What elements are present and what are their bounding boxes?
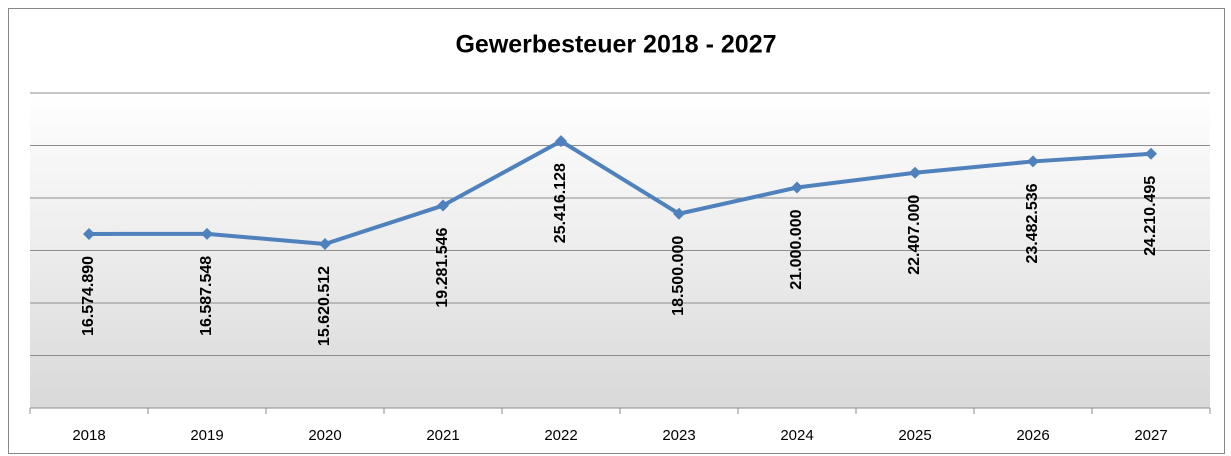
data-label: 22.407.000: [906, 195, 923, 275]
data-label: 19.281.546: [434, 227, 451, 307]
x-tick-label: 2025: [898, 427, 931, 444]
data-point: [201, 227, 213, 240]
data-point: [673, 207, 685, 220]
data-point: [555, 135, 567, 148]
data-point: [1027, 155, 1039, 168]
data-point: [1145, 147, 1157, 160]
data-label: 25.416.128: [552, 163, 569, 243]
data-point: [83, 227, 95, 240]
data-point: [791, 181, 803, 194]
x-tick-label: 2020: [308, 427, 341, 444]
x-tick-label: 2021: [426, 427, 459, 444]
x-tick-label: 2019: [190, 427, 223, 444]
x-tick-label: 2023: [662, 427, 695, 444]
data-label: 21.000.000: [788, 209, 805, 289]
x-tick-label: 2024: [780, 427, 813, 444]
data-label: 23.482.536: [1024, 183, 1041, 263]
data-label: 15.620.512: [316, 266, 333, 346]
x-tick-label: 2018: [72, 427, 105, 444]
data-label: 18.500.000: [670, 236, 687, 316]
data-label: 16.587.548: [198, 256, 215, 336]
data-point: [909, 166, 921, 179]
data-point: [437, 199, 449, 212]
x-tick-label: 2022: [544, 427, 577, 444]
chart-title: Gewerbesteuer 2018 - 2027: [455, 31, 776, 59]
x-tick-label: 2026: [1016, 427, 1049, 444]
x-tick-label: 2027: [1134, 427, 1167, 444]
data-line: [88, 139, 1152, 246]
data-point: [319, 237, 331, 250]
data-label: 24.210.495: [1142, 176, 1159, 256]
data-label: 16.574.890: [80, 256, 97, 336]
